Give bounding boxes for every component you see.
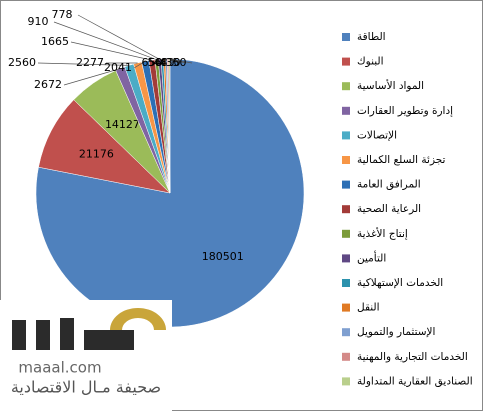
legend-label: تجزئة السلع الكمالية [357, 154, 446, 166]
legend-label: التأمين [357, 250, 386, 264]
leader-line [167, 58, 187, 64]
pie: 180501 21176 14127 2672 2560 2277 2041 1665 9107… [8, 8, 305, 328]
legend-swatch [342, 33, 350, 41]
legend-swatch [342, 57, 350, 66]
data-label: 14127 [105, 118, 140, 131]
data-label: 2041 [104, 61, 132, 74]
data-label: 21176 [79, 148, 114, 161]
legend-label: الخدمات التجارية والمهنية [357, 351, 468, 363]
legend-label: الطاقة [357, 31, 386, 43]
data-label: 778 [52, 8, 73, 21]
leader-line [70, 41, 153, 61]
logo-arc [110, 308, 166, 330]
legend: الطاقة البنوك المواد الأساسية إدارة وتطوير … [342, 31, 473, 387]
legend-label: الرعاية الصحية [357, 203, 421, 215]
legend-label: إدارة وتطوير العقارات [357, 105, 453, 117]
legend-label: إنتاج الأغذية [357, 227, 408, 240]
logo-shape [12, 318, 134, 350]
legend-label: الخدمات الإستهلاكية [357, 277, 443, 289]
leader-line [133, 60, 146, 69]
legend-swatch [342, 156, 350, 164]
legend-swatch [342, 303, 350, 312]
legend-swatch [342, 328, 350, 337]
legend-swatch [342, 352, 350, 361]
legend-swatch [342, 377, 350, 386]
logo-domain: maaal.com [18, 359, 101, 377]
legend-label: الإتصالات [357, 129, 397, 141]
leader-line [77, 14, 160, 60]
leader-line [169, 58, 193, 64]
data-label: 650 [142, 56, 163, 69]
legend-swatch [342, 180, 350, 189]
logo-name: صحيفة مـال الاقتصادية [11, 378, 161, 397]
leader-line [63, 68, 121, 86]
legend-swatch [342, 229, 350, 238]
data-label: 560 [148, 56, 169, 69]
legend-swatch [342, 205, 350, 214]
logo: maaal.com صحيفة مـال الاقتصادية [0, 300, 172, 411]
data-label: 910 [28, 15, 49, 28]
legend-swatch [342, 279, 350, 287]
legend-swatch [342, 106, 350, 115]
legend-swatch [342, 131, 350, 140]
legend-label: النقل [357, 302, 380, 314]
leader-line [53, 21, 157, 60]
leader-line [37, 62, 130, 66]
legend-label: المرافق العامة [357, 179, 421, 191]
legend-swatch [342, 254, 350, 263]
data-label: 350 [166, 56, 187, 69]
legend-label: الإستثمار والتمويل [357, 326, 435, 338]
legend-label: المواد الأساسية [357, 79, 424, 92]
data-label: 2672 [34, 78, 62, 91]
data-label: 1665 [41, 35, 69, 48]
legend-label: الصناديق العقارية المتداولة [357, 375, 473, 387]
data-label: 2560 [8, 56, 36, 69]
legend-label: البنوك [357, 56, 384, 68]
legend-swatch [342, 82, 350, 91]
data-label: 2277 [76, 56, 104, 69]
data-label: 180501 [202, 250, 244, 263]
